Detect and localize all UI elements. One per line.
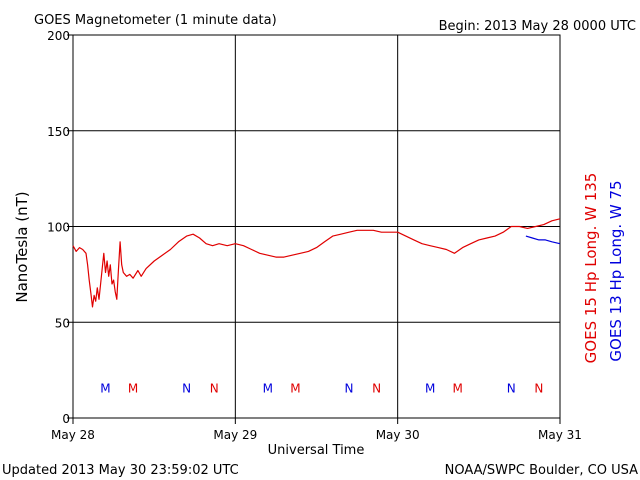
series-line-1 (525, 235, 561, 245)
y-tick-label-3: 150 (47, 125, 70, 139)
legend-goes15: GOES 15 Hp Long. W 135 (582, 173, 600, 364)
marker-n-10: N (507, 381, 516, 395)
marker-m-5: M (290, 381, 300, 395)
legend-goes13: GOES 13 Hp Long. W 75 (607, 180, 625, 361)
x-tick-label-2: May 30 (376, 428, 420, 442)
credit-label: NOAA/SWPC Boulder, CO USA (445, 463, 638, 478)
chart-title: GOES Magnetometer (1 minute data) (34, 13, 277, 28)
marker-m-9: M (453, 381, 463, 395)
marker-m-1: M (128, 381, 138, 395)
series-line-0 (72, 218, 561, 308)
x-tick-label-0: May 28 (51, 428, 95, 442)
y-axis: 0 50 100 150 200 (47, 29, 73, 426)
marker-m-0: M (100, 381, 110, 395)
marker-n-7: N (372, 381, 381, 395)
marker-m-8: M (425, 381, 435, 395)
grid-lines (73, 35, 560, 418)
begin-label: Begin: 2013 May 28 0000 UTC (439, 19, 636, 34)
marker-n-6: N (344, 381, 353, 395)
y-tick-label-4: 200 (47, 29, 70, 43)
x-axis: May 28 May 29 May 30 May 31 (51, 418, 582, 442)
marker-m-4: M (263, 381, 273, 395)
x-axis-label: Universal Time (268, 443, 365, 458)
marker-n-2: N (182, 381, 191, 395)
marker-n-11: N (534, 381, 543, 395)
y-tick-label-2: 100 (47, 221, 70, 235)
marker-n-3: N (210, 381, 219, 395)
y-axis-label: NanoTesla (nT) (13, 191, 31, 302)
data-series (72, 218, 561, 308)
y-tick-label-1: 50 (55, 316, 70, 330)
y-tick-label-0: 0 (62, 412, 70, 426)
x-tick-label-1: May 29 (213, 428, 257, 442)
x-tick-label-3: May 31 (538, 428, 582, 442)
updated-label: Updated 2013 May 30 23:59:02 UTC (2, 463, 239, 478)
